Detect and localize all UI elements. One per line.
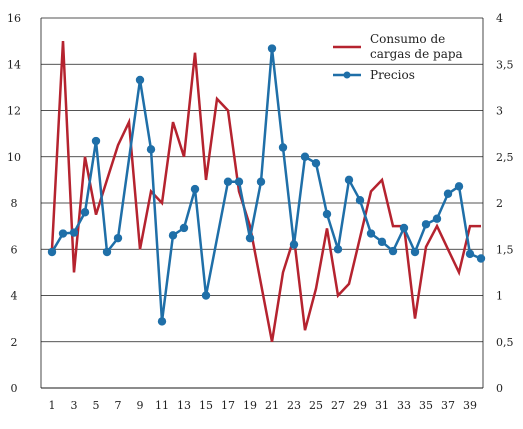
- legend-label-precios: Precios: [370, 68, 415, 82]
- data-point: [388, 246, 398, 256]
- x-tick-label: 37: [441, 399, 455, 412]
- right-tick-label: 0,5: [496, 336, 514, 349]
- legend-label-consumo-line2: cargas de papa: [370, 47, 463, 61]
- data-point: [157, 317, 167, 326]
- x-tick-label: 5: [93, 399, 100, 412]
- right-tick-label: 2,5: [496, 151, 514, 164]
- x-tick-label: 25: [309, 399, 323, 412]
- data-point: [234, 177, 244, 186]
- x-tick-label: 1: [49, 399, 56, 412]
- data-point: [300, 152, 310, 161]
- data-point: [410, 247, 420, 257]
- left-tick-label: 2: [11, 336, 18, 349]
- right-tick-label: 2: [496, 197, 503, 210]
- x-tick-label: 35: [419, 399, 433, 412]
- right-tick-label: 3: [496, 105, 503, 118]
- x-tick-label: 31: [375, 399, 389, 412]
- left-tick-label: 8: [11, 197, 18, 210]
- data-point: [201, 291, 211, 300]
- left-tick-label: 10: [7, 151, 21, 164]
- x-tick-label: 39: [463, 399, 477, 412]
- data-point: [58, 229, 68, 238]
- x-tick-label: 11: [155, 399, 169, 412]
- data-point: [168, 231, 178, 240]
- data-point: [344, 175, 354, 185]
- x-tick-label: 7: [115, 399, 122, 412]
- left-tick-label: 12: [7, 105, 21, 118]
- data-point: [366, 229, 376, 238]
- x-tick-label: 13: [177, 399, 191, 412]
- x-tick-label: 27: [331, 399, 345, 412]
- data-point: [223, 177, 233, 186]
- right-tick-label: 0: [496, 382, 503, 395]
- legend-label-consumo-line1: Consumo de: [370, 32, 445, 46]
- data-point: [179, 223, 189, 233]
- x-tick-label: 23: [287, 399, 301, 412]
- left-tick-label: 14: [7, 58, 21, 71]
- data-point: [245, 233, 255, 243]
- data-point: [432, 214, 442, 223]
- data-point: [47, 247, 57, 257]
- left-tick-label: 4: [11, 290, 18, 303]
- data-point: [476, 254, 486, 263]
- data-point: [267, 44, 277, 53]
- data-point: [311, 159, 321, 168]
- data-point: [355, 196, 365, 205]
- x-tick-label: 9: [137, 399, 144, 412]
- data-point: [333, 245, 343, 254]
- data-point: [91, 136, 101, 146]
- right-tick-label: 1: [496, 290, 503, 303]
- left-tick-label: 16: [7, 12, 21, 25]
- left-tick-label: 6: [11, 243, 18, 256]
- left-tick-label: 0: [11, 382, 18, 395]
- data-point: [102, 247, 112, 257]
- x-axis-tick-labels: 1 3 5 7 9 11 13 15 17 19 21 23 25 27 29 31 33 35 37 39: [49, 399, 478, 412]
- right-tick-label: 1,5: [496, 243, 514, 256]
- data-point: [135, 75, 145, 85]
- data-point: [399, 223, 409, 233]
- right-tick-label: 3,5: [496, 58, 514, 71]
- data-point: [256, 177, 266, 186]
- right-axis-tick-labels: 0 0,5 1 1,5 2 2,5 3 3,5 4: [496, 12, 514, 395]
- data-point: [443, 189, 453, 198]
- left-axis-tick-labels: 0 2 4 6 8 10 12 14 16: [7, 12, 21, 395]
- data-point: [289, 240, 299, 249]
- data-point: [146, 145, 156, 154]
- x-tick-label: 17: [221, 399, 235, 412]
- data-point: [113, 233, 123, 243]
- data-point: [69, 228, 79, 237]
- axes: [40, 18, 484, 389]
- data-point: [322, 209, 332, 219]
- series-layer: [47, 41, 486, 343]
- series-line-consumo: [50, 41, 481, 343]
- data-point: [421, 220, 431, 229]
- x-tick-label: 21: [265, 399, 279, 412]
- data-point: [80, 208, 90, 217]
- x-tick-label: 33: [397, 399, 411, 412]
- x-tick-label: 29: [353, 399, 367, 412]
- data-point: [465, 249, 475, 259]
- legend-marker-precios: [343, 71, 351, 79]
- series-line-precios: [50, 48, 482, 322]
- data-point: [377, 237, 387, 247]
- data-point: [190, 184, 200, 194]
- x-tick-label: 15: [199, 399, 213, 412]
- right-tick-label: 4: [496, 12, 503, 25]
- legend: Consumo de cargas de papa Precios: [333, 32, 463, 82]
- data-point: [278, 143, 288, 152]
- x-tick-label: 19: [243, 399, 257, 412]
- x-tick-label: 3: [71, 399, 78, 412]
- data-point: [454, 182, 464, 191]
